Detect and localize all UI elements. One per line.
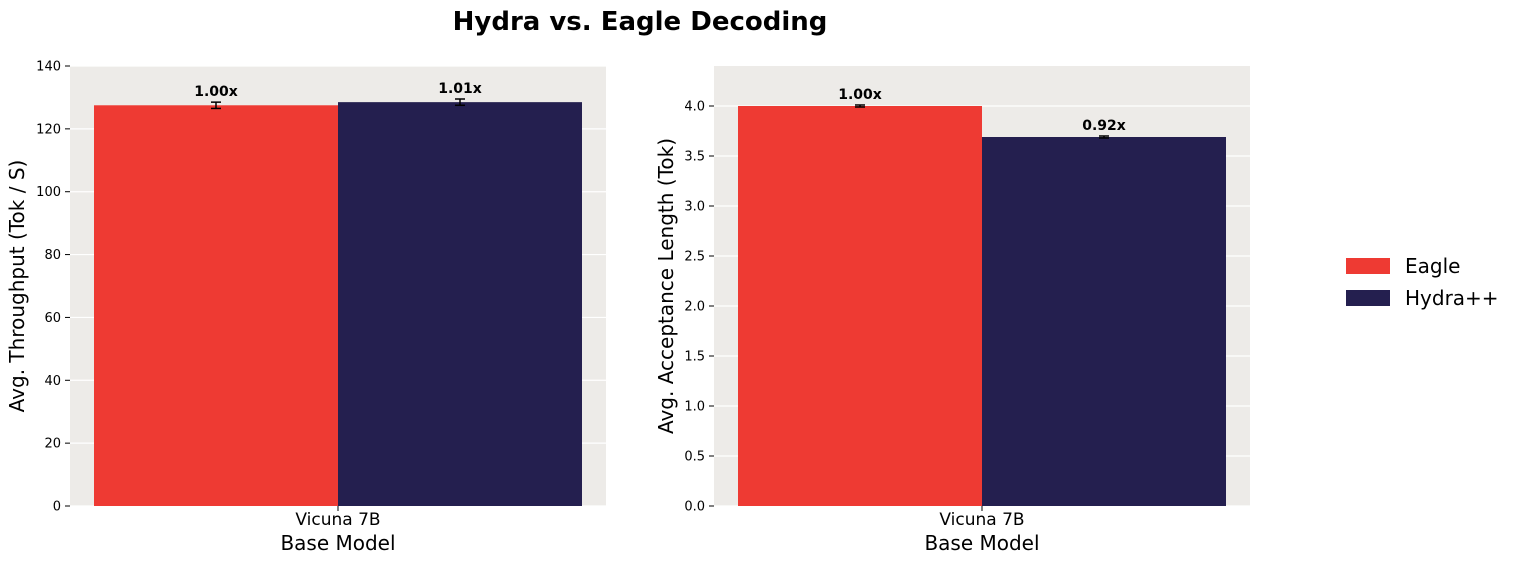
y-tick-label: 1.5 [684,350,705,365]
legend-label: Hydra++ [1405,286,1499,310]
error-bar [1099,135,1109,139]
bar-hydra [982,137,1226,506]
data-label: 1.00x [838,87,882,103]
bar-hydra [338,102,582,507]
data-label: 1.00x [194,84,238,100]
data-label: 0.92x [1082,118,1126,134]
legend-item-hydra: Hydra++ [1346,286,1499,310]
y-axis-label: Avg. Throughput (Tok / S) [5,160,29,413]
y-tick-label: 0.0 [684,500,705,515]
chart-title: Hydra vs. Eagle Decoding [453,7,828,37]
x-axis-label: Base Model [280,531,395,555]
legend-swatch [1346,258,1390,274]
y-tick-label: 2.0 [684,300,705,315]
y-tick-label: 0 [53,500,61,515]
y-tick-label: 1.0 [684,400,705,415]
bar-eagle [94,105,338,507]
y-tick-label: 40 [44,374,61,389]
legend-label: Eagle [1405,254,1460,278]
y-tick-label: 0.5 [684,450,705,465]
y-tick-label: 20 [44,437,61,452]
y-tick-label: 3.5 [684,150,705,165]
chart-panel-1: 0 20 40 60 80 100 120 140 1.00x 1.01x Vicuna 7BBas… [5,60,606,555]
x-tick-label: Vicuna 7B [939,510,1024,530]
data-label: 1.01x [438,81,482,97]
y-tick-label: 4.0 [684,100,705,115]
error-bar [855,104,865,108]
y-tick-label: 60 [44,311,61,326]
y-tick-label: 120 [36,122,61,137]
legend-item-eagle: Eagle [1346,254,1460,278]
legend-swatch [1346,290,1390,306]
y-tick-label: 100 [36,185,61,200]
y-tick-label: 80 [44,248,61,263]
bar-eagle [738,106,982,506]
error-bar [211,101,221,110]
x-tick-label: Vicuna 7B [295,510,380,530]
y-tick-label: 140 [36,60,61,75]
chart-panel-2: 0.0 0.5 1.0 1.5 2.0 2.5 3.0 3.5 4.0 1.00x 0.92x Vic… [654,66,1250,555]
y-axis-label: Avg. Acceptance Length (Tok) [654,138,678,434]
legend: Eagle Hydra++ [1346,254,1499,310]
y-tick-label: 3.0 [684,200,705,215]
error-bar [455,98,465,107]
y-tick-label: 2.5 [684,250,705,265]
x-axis-label: Base Model [924,531,1039,555]
